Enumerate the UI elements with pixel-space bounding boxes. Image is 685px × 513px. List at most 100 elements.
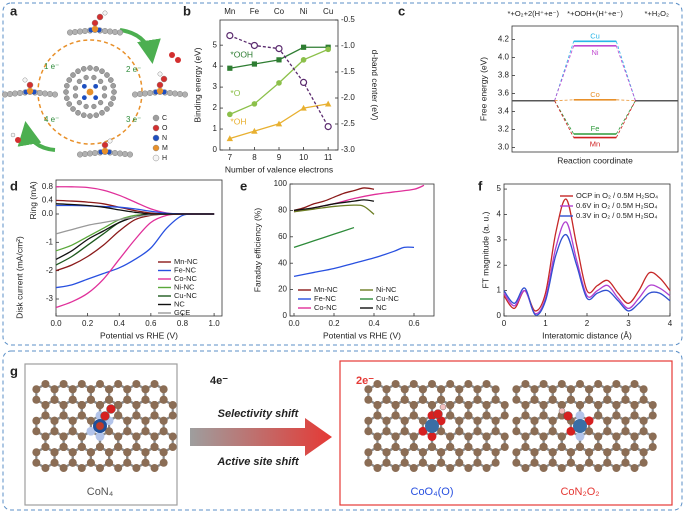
atom	[181, 91, 188, 98]
legend-label: 0.6V in O₂ / 0.5M H₂SO₄	[576, 201, 657, 210]
atom	[521, 464, 530, 472]
atom	[141, 90, 148, 97]
atom	[68, 385, 77, 394]
atom	[81, 28, 88, 35]
atom	[585, 385, 594, 394]
atom	[530, 385, 539, 394]
atom	[594, 380, 603, 388]
atom	[557, 464, 566, 472]
atom	[648, 411, 657, 420]
x-tick-label: 0.6	[145, 319, 157, 328]
atom	[530, 448, 539, 457]
structure	[32, 380, 177, 472]
atom	[50, 416, 59, 425]
atom	[141, 448, 150, 457]
legend-label: Ni-NC	[174, 282, 195, 291]
atom	[6, 90, 13, 97]
adsorbate	[439, 403, 447, 411]
x-tick-label: 0.0	[50, 319, 62, 328]
atom	[446, 432, 455, 441]
atom	[123, 448, 132, 457]
marker	[275, 44, 283, 53]
atom	[114, 411, 123, 420]
atom	[418, 395, 427, 404]
structure	[512, 380, 657, 472]
atom	[110, 82, 116, 89]
atom	[409, 380, 418, 388]
x-tick-label: 0.0	[288, 319, 300, 328]
atom	[32, 448, 41, 457]
atom	[576, 380, 584, 388]
atom	[566, 426, 576, 436]
atom	[621, 448, 630, 457]
atom	[639, 385, 648, 394]
connector	[615, 41, 636, 101]
legend-label: GCE	[174, 308, 190, 317]
legend-label: O	[162, 125, 168, 132]
x-tick-label: 10	[299, 153, 308, 162]
atom	[114, 401, 123, 409]
x-tick-label: 9	[277, 153, 282, 162]
y-tick-label: 2	[213, 103, 218, 112]
connector	[554, 41, 575, 101]
atom	[612, 464, 621, 472]
series-label: *O	[230, 88, 240, 98]
panel-letter: d	[10, 178, 18, 193]
atom	[101, 141, 109, 149]
atom	[400, 416, 409, 425]
atom	[621, 427, 630, 436]
atom	[116, 29, 123, 36]
atom	[87, 113, 93, 119]
atom	[482, 464, 491, 472]
atom	[68, 458, 77, 467]
x-tick-label: 1	[543, 319, 548, 328]
atom	[464, 464, 473, 472]
atom	[548, 395, 557, 404]
atom	[87, 65, 93, 71]
atom	[548, 385, 557, 394]
atom	[150, 380, 159, 388]
atom	[603, 427, 612, 436]
atom	[160, 75, 168, 83]
atom	[59, 401, 68, 409]
panel-letter: e	[240, 178, 247, 193]
shift-arrow	[190, 418, 332, 456]
x-tick-label: 11	[324, 153, 333, 162]
atom	[482, 443, 491, 451]
top-category: Cu	[323, 7, 333, 16]
atom	[41, 411, 50, 420]
y-axis-title: Free energy (eV)	[478, 57, 488, 121]
atom	[111, 89, 117, 95]
atom	[521, 443, 530, 451]
atom	[93, 66, 100, 72]
atom	[80, 66, 87, 72]
atom	[437, 458, 446, 467]
atom	[22, 77, 28, 83]
adsorbate	[100, 411, 110, 421]
atom	[557, 401, 566, 409]
y2-tick-label: 0.8	[42, 182, 54, 191]
series-label: Ni	[591, 48, 598, 57]
series-label: *OOH	[230, 49, 253, 59]
atom	[585, 458, 594, 467]
legend-swatch	[152, 144, 160, 152]
atom	[15, 137, 21, 143]
atom	[530, 416, 539, 425]
data-line	[293, 246, 415, 278]
atom	[630, 443, 639, 451]
atom	[114, 380, 123, 388]
atom	[76, 151, 83, 158]
atom	[639, 448, 648, 457]
atom	[114, 464, 123, 472]
pathway-label: 4e⁻	[210, 375, 228, 387]
atom	[168, 411, 177, 420]
atom	[111, 149, 118, 156]
data-line	[293, 204, 375, 215]
atom	[512, 395, 521, 404]
atom	[132, 432, 141, 441]
atom	[455, 395, 464, 404]
x-tick-label: 0.4	[368, 319, 380, 328]
legend-label: M	[162, 145, 168, 152]
atom	[32, 395, 41, 404]
atom	[491, 385, 500, 394]
